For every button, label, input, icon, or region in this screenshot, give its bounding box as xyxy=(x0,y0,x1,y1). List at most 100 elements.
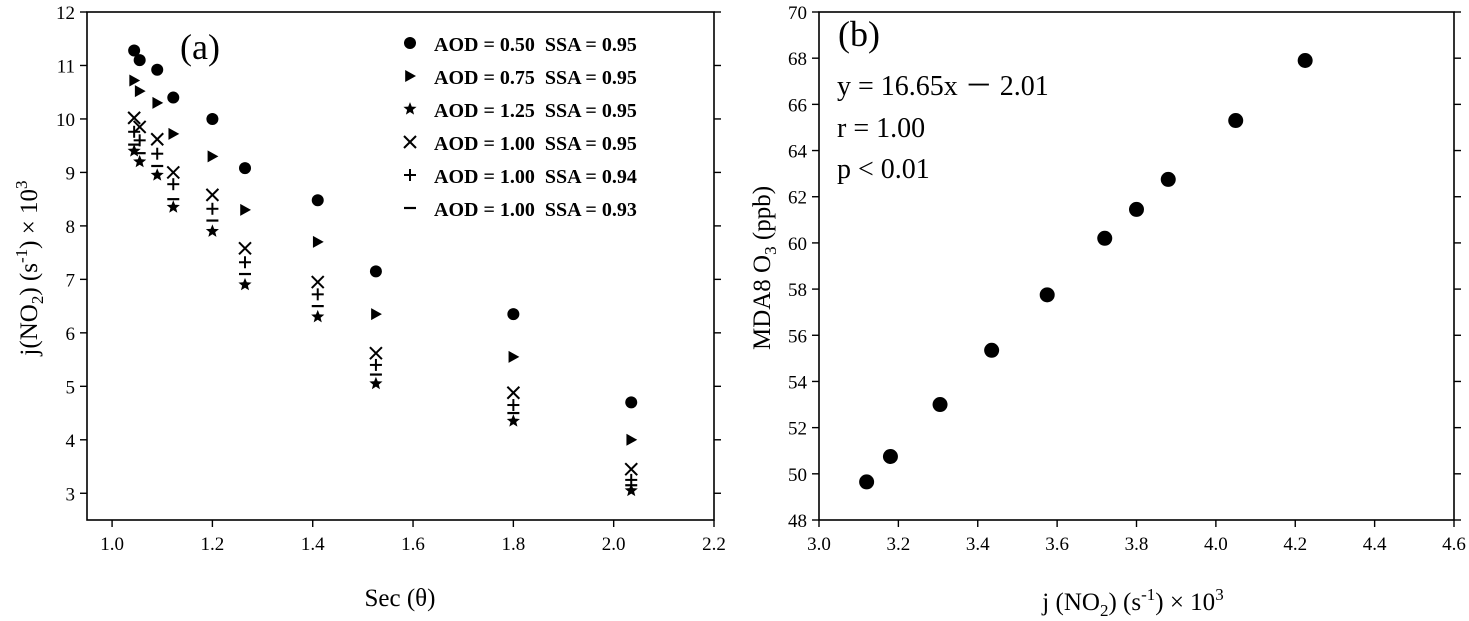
legend-marker-plus xyxy=(404,169,416,181)
panel-a-point-circle xyxy=(239,162,252,175)
panel-b-x-tick-label: 3.6 xyxy=(1045,534,1069,555)
panel-b-point xyxy=(1228,113,1244,129)
panel-a-point-x xyxy=(238,241,252,256)
panel-a-y-tick-label: 11 xyxy=(57,56,75,77)
legend-entry-label: AOD = 1.00 SSA = 0.95 xyxy=(434,133,637,155)
panel-b-x-ticks: 3.0 3.2 3.4 3.6 3.8 4.0 4.2 4.4 4.6 xyxy=(807,520,1466,555)
panel-b-x-tick-label: 3.4 xyxy=(966,534,990,555)
panel-a-point-triangle-right xyxy=(152,96,164,109)
panel-a-point-triangle-right xyxy=(626,433,638,446)
panel-a-point-triangle-right xyxy=(207,150,219,163)
panel-a-point-star xyxy=(205,224,219,237)
panel-a-point-circle xyxy=(206,112,219,125)
panel-b-x-tick-label: 4.2 xyxy=(1283,534,1307,555)
panel-a-x-tick-label: 1.2 xyxy=(201,534,225,555)
panel-b-x-axis-title: j (NO2) (s-1) × 103 xyxy=(1041,585,1223,620)
panel-a-y-tick-label: 8 xyxy=(66,217,76,238)
panel-b-y-tick-label: 50 xyxy=(788,465,807,486)
legend-entry-label: AOD = 1.00 SSA = 0.93 xyxy=(434,199,637,221)
panel-a-y-tick-label: 6 xyxy=(66,324,76,345)
panel-a-point-star xyxy=(127,144,141,157)
panel-a-point-x xyxy=(311,275,325,289)
panel-a-point-circle xyxy=(311,194,324,207)
panel-b-point xyxy=(1129,201,1144,217)
panel-a-point-x xyxy=(369,346,383,360)
panel-a-y-tick-label: 12 xyxy=(56,3,75,24)
panel-a-point-triangle-right xyxy=(240,203,252,216)
legend-entry-label: AOD = 0.50 SSA = 0.95 xyxy=(434,34,637,56)
panel-a-point-triangle-right xyxy=(312,235,324,248)
panel-a-point-x xyxy=(127,111,141,125)
panel-a-point-plus xyxy=(507,399,520,412)
panel-b-point xyxy=(932,397,948,413)
panel-b-y-tick-label: 60 xyxy=(788,234,807,255)
panel-a-point-plus xyxy=(128,125,141,138)
panel-a-y-tick-label: 5 xyxy=(66,377,76,398)
panel-a-point-circle xyxy=(133,54,146,67)
panel-b-label: (b) xyxy=(838,14,880,54)
panel-b-x-tick-label: 4.4 xyxy=(1363,534,1387,555)
panel-b-y-ticks: 48 50 52 54 56 58 60 62 64 66 68 70 xyxy=(788,3,1461,532)
panel-a-point-star xyxy=(506,414,520,427)
panel-b-y-tick-label: 70 xyxy=(788,3,807,24)
panel-a-point-circle xyxy=(128,44,141,57)
panel-b-y-tick-label: 68 xyxy=(788,49,807,70)
panel-a-point-star xyxy=(133,154,147,168)
panel-a-point-triangle-right xyxy=(371,308,382,321)
legend-marker-circle xyxy=(404,37,416,49)
panel-a-y-axis-title: j(NO2) (s-1) × 103 xyxy=(12,180,47,356)
panel-a-point-plus xyxy=(625,473,638,486)
panel-a-y-ticks: 3 4 5 6 7 8 9 10 11 12 xyxy=(56,3,721,505)
panel-b-x-tick-label: 3.0 xyxy=(807,534,831,555)
panel-b-y-tick-label: 52 xyxy=(788,419,807,440)
panel-a-point-triangle-right xyxy=(129,74,141,87)
panel-a-point-circle xyxy=(507,308,520,321)
panel-b-point xyxy=(984,342,1000,358)
legend-marker-triangle-right xyxy=(405,70,416,82)
panel-a-point-plus xyxy=(369,358,382,371)
panel-b-point xyxy=(1097,230,1113,246)
legend-entry-label: AOD = 0.75 SSA = 0.95 xyxy=(434,67,637,89)
panel-a-point-x xyxy=(150,132,164,146)
panel-a-y-tick-label: 3 xyxy=(66,484,76,505)
panel-b-y-tick-label: 48 xyxy=(788,511,807,532)
panel-a-points xyxy=(127,44,638,497)
panel-b-x-tick-label: 4.0 xyxy=(1204,534,1228,555)
panel-a-x-tick-label: 1.0 xyxy=(100,534,124,555)
panel-a-legend: AOD = 0.50 SSA = 0.95 AOD = 0.75 SSA = 0.… xyxy=(403,34,637,221)
panel-a-point-triangle-right xyxy=(168,127,180,140)
legend-entry-label: AOD = 1.25 SSA = 0.95 xyxy=(434,100,637,122)
panel-a-point-star xyxy=(369,376,383,390)
panel-b-y-axis-title: MDA8 O3 (ppb) xyxy=(749,186,780,350)
panel-b-point xyxy=(859,474,875,490)
panel-a-point-x xyxy=(205,188,220,202)
panel-a-point-star xyxy=(311,309,325,323)
panel-b-chart: 3.0 3.2 3.4 3.6 3.8 4.0 4.2 4.4 4.6 48 50 52 54 56 58… xyxy=(749,3,1466,620)
panel-a-point-plus xyxy=(167,178,180,191)
panel-b-y-tick-label: 66 xyxy=(788,95,807,116)
legend-marker-star xyxy=(403,102,417,115)
panel-a-point-circle xyxy=(167,91,180,104)
panel-b-point xyxy=(1297,52,1313,68)
panel-a-point-star xyxy=(624,483,638,497)
panel-a-label: (a) xyxy=(180,27,220,67)
panel-a-point-circle xyxy=(151,63,164,76)
panel-a-plot-frame xyxy=(86,11,715,521)
panel-b-y-tick-label: 64 xyxy=(788,142,808,163)
panel-a-x-tick-label: 2.2 xyxy=(702,534,726,555)
panel-a-x-tick-label: 1.6 xyxy=(401,534,425,555)
panel-a-y-tick-label: 10 xyxy=(56,110,75,131)
panel-a-point-plus xyxy=(206,202,219,215)
panel-a-point-plus xyxy=(151,147,164,160)
panel-b-y-tick-label: 62 xyxy=(788,188,807,209)
panel-b-point xyxy=(1160,171,1176,187)
panel-a-point-star xyxy=(150,168,164,181)
legend-entry-label: AOD = 1.00 SSA = 0.94 xyxy=(434,166,637,188)
panel-a-point-x xyxy=(624,462,638,476)
panel-a-x-tick-label: 1.8 xyxy=(501,534,525,555)
panel-a-x-axis-title: Sec (θ) xyxy=(365,585,436,612)
panel-a-point-circle xyxy=(369,265,382,278)
panel-a-x-tick-label: 2.0 xyxy=(602,534,626,555)
